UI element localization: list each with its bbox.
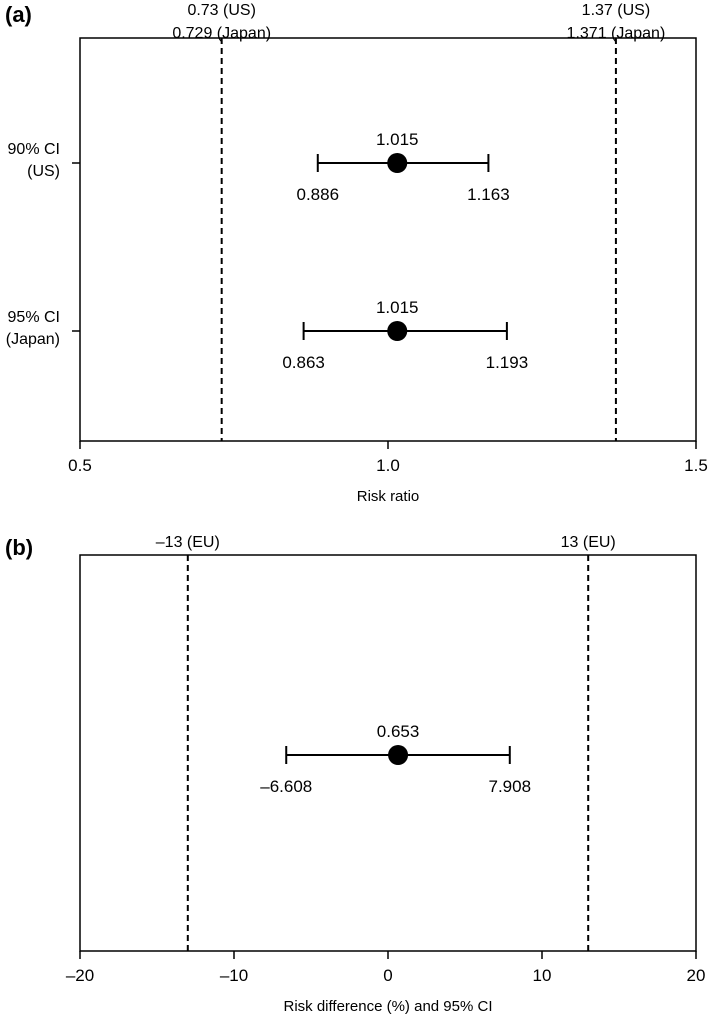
reference-line-label: 13 (EU) — [561, 534, 616, 551]
ci-upper-label: 1.163 — [467, 185, 510, 204]
x-tick-label: 20 — [687, 966, 706, 985]
reference-line-label: 1.371 (Japan) — [567, 25, 666, 42]
row-label: (Japan) — [6, 331, 60, 348]
point-estimate-marker — [387, 321, 408, 341]
reference-line-label: 0.729 (Japan) — [172, 25, 271, 42]
reference-line-label: 0.73 (US) — [187, 2, 255, 19]
x-axis-label: Risk ratio — [357, 488, 420, 505]
point-estimate-label: 1.015 — [376, 298, 419, 317]
x-tick-label: –10 — [220, 966, 248, 985]
ci-lower-label: –6.608 — [260, 777, 312, 796]
row-label: (US) — [27, 163, 60, 180]
point-estimate-marker — [387, 153, 408, 173]
panel-b-risk-difference: (b) –20 –10 0 10 20 Risk difference (%) and 95… — [5, 534, 705, 1015]
x-tick-label: 10 — [533, 966, 552, 985]
point-estimate-marker — [388, 745, 409, 765]
x-tick-label: 0 — [383, 966, 392, 985]
row-label: 95% CI — [8, 309, 60, 326]
ci-upper-label: 1.193 — [486, 353, 529, 372]
plot-frame — [79, 37, 697, 442]
x-tick-label: 1.0 — [376, 456, 400, 475]
point-estimate-label: 1.015 — [376, 130, 419, 149]
panel-label: (b) — [5, 535, 33, 560]
ci-lower-label: 0.863 — [282, 353, 325, 372]
ci-lower-label: 0.886 — [297, 185, 340, 204]
row-label: 90% CI — [8, 141, 60, 158]
reference-line-label: –13 (EU) — [156, 534, 220, 551]
x-axis-label: Risk difference (%) and 95% CI — [284, 998, 493, 1015]
x-tick-label: 1.5 — [684, 456, 708, 475]
reference-line-label: 1.37 (US) — [582, 2, 650, 19]
ci-upper-label: 7.908 — [489, 777, 532, 796]
point-estimate-label: 0.653 — [377, 722, 420, 741]
panel-a-risk-ratio: (a) 0.5 1.0 1.5 Risk ratio 0.73 (US) 0.729 (Ja… — [5, 2, 708, 505]
x-tick-label: 0.5 — [68, 456, 92, 475]
x-tick-label: –20 — [66, 966, 94, 985]
panel-label: (a) — [5, 2, 32, 27]
plot-frame — [79, 554, 697, 952]
